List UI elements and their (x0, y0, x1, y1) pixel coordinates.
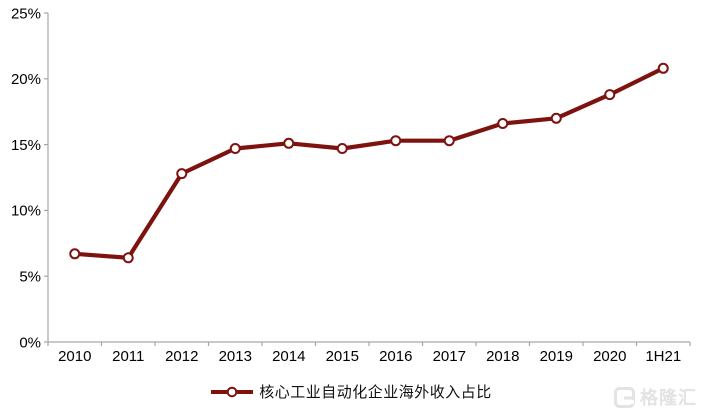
x-axis-ticks (47, 342, 691, 346)
y-axis-ticks (44, 12, 48, 343)
legend: 核心工业自动化企业海外收入占比 (0, 381, 703, 402)
x-tick-label: 2018 (486, 348, 519, 365)
data-point (443, 135, 455, 147)
y-axis-labels: 0% 5% 10% 15% 20% 25% (11, 5, 41, 351)
x-tick-label: 2019 (540, 348, 573, 365)
x-tick-label: 2017 (433, 348, 466, 365)
y-tick-label: 15% (11, 137, 41, 154)
x-tick-label: 2020 (593, 348, 626, 365)
watermark: 格隆汇 (613, 384, 697, 410)
data-point (122, 252, 134, 264)
legend-label: 核心工业自动化企业海外收入占比 (259, 384, 492, 401)
data-series (69, 62, 669, 264)
data-point (604, 89, 616, 101)
y-tick-label: 0% (19, 334, 41, 351)
x-axis-labels: 2010 2011 2012 2013 2014 2015 2016 2017 2018 2019… (58, 348, 681, 365)
data-point (283, 137, 295, 149)
x-tick-label: 2016 (379, 348, 412, 365)
watermark-text: 格隆汇 (640, 388, 697, 408)
series-line (72, 66, 666, 260)
data-point (336, 143, 348, 154)
gelonghui-logo-icon (614, 386, 635, 408)
x-tick-label: 2011 (112, 348, 144, 365)
y-tick-label: 5% (19, 268, 41, 285)
data-point (657, 62, 669, 74)
data-point (229, 143, 241, 154)
data-point (497, 118, 509, 129)
axes (47, 13, 690, 343)
x-tick-label: 2012 (165, 348, 198, 365)
legend-marker-icon (211, 386, 254, 397)
data-point (550, 112, 562, 124)
data-point (390, 135, 402, 147)
x-tick-label: 2013 (219, 348, 252, 365)
x-tick-label: 2014 (272, 348, 305, 365)
x-tick-label: 1H21 (645, 348, 681, 365)
data-point (176, 168, 188, 180)
y-tick-label: 10% (11, 203, 41, 220)
x-tick-label: 2015 (326, 348, 359, 365)
y-tick-label: 25% (11, 5, 41, 22)
data-point (69, 248, 81, 260)
y-tick-label: 20% (11, 71, 41, 88)
x-tick-label: 2010 (58, 348, 91, 365)
